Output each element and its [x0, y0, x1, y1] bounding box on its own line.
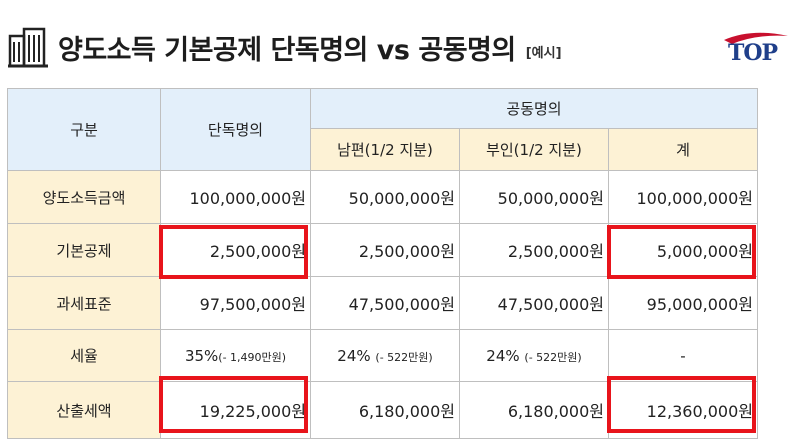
cell-wife: 24% (- 522만원) — [459, 329, 609, 382]
cell-single: 100,000,000원 — [160, 170, 311, 224]
cell-husband: 47,500,000원 — [310, 276, 460, 330]
example-tag: [예시] — [525, 45, 562, 61]
cell-husband: 6,180,000원 — [310, 381, 460, 439]
cell-single: 35%(- 1,490만원) — [160, 329, 311, 382]
top-logo: TOP — [728, 40, 778, 66]
highlight-box — [159, 376, 308, 433]
header-joint: 공동명의 — [310, 88, 758, 129]
table-row: 과세표준 97,500,000원 47,500,000원 47,500,000원… — [7, 276, 758, 330]
table-row: 양도소득금액 100,000,000원 50,000,000원 50,000,0… — [7, 170, 758, 224]
cell-single: 2,500,000원 — [160, 223, 311, 277]
row-label: 산출세액 — [7, 381, 161, 439]
header-total: 계 — [608, 128, 758, 171]
highlight-box — [159, 225, 308, 279]
table-row: 산출세액 19,225,000원 6,180,000원 6,180,000원 1… — [7, 381, 758, 439]
cell-total: - — [608, 329, 758, 382]
header-gubun: 구분 — [7, 88, 161, 171]
cell-wife: 2,500,000원 — [459, 223, 609, 277]
comparison-table: 구분 단독명의 공동명의 남편(1/2 지분) 부인(1/2 지분) 계 양도소… — [7, 88, 758, 439]
page-title: 양도소득 기본공제 단독명의 vs 공동명의 — [58, 34, 516, 66]
cell-wife: 50,000,000원 — [459, 170, 609, 224]
cell-wife: 47,500,000원 — [459, 276, 609, 330]
header-husband: 남편(1/2 지분) — [310, 128, 460, 171]
cell-total: 100,000,000원 — [608, 170, 758, 224]
cell-husband: 2,500,000원 — [310, 223, 460, 277]
highlight-box — [607, 376, 756, 433]
building-icon — [8, 27, 48, 68]
row-label: 세율 — [7, 329, 161, 382]
cell-wife: 6,180,000원 — [459, 381, 609, 439]
highlight-box — [607, 225, 756, 279]
table-row: 세율 35%(- 1,490만원) 24% (- 522만원) 24% (- 5… — [7, 329, 758, 382]
row-label: 양도소득금액 — [7, 170, 161, 224]
row-label: 과세표준 — [7, 276, 161, 330]
row-label: 기본공제 — [7, 223, 161, 277]
cell-total: 95,000,000원 — [608, 276, 758, 330]
cell-husband: 24% (- 522만원) — [310, 329, 460, 382]
header-single: 단독명의 — [160, 88, 311, 171]
title-bar: 양도소득 기본공제 단독명의 vs 공동명의 [예시] — [8, 24, 562, 70]
header-wife: 부인(1/2 지분) — [459, 128, 609, 171]
cell-husband: 50,000,000원 — [310, 170, 460, 224]
cell-single: 97,500,000원 — [160, 276, 311, 330]
top-logo-swoosh — [724, 32, 788, 44]
